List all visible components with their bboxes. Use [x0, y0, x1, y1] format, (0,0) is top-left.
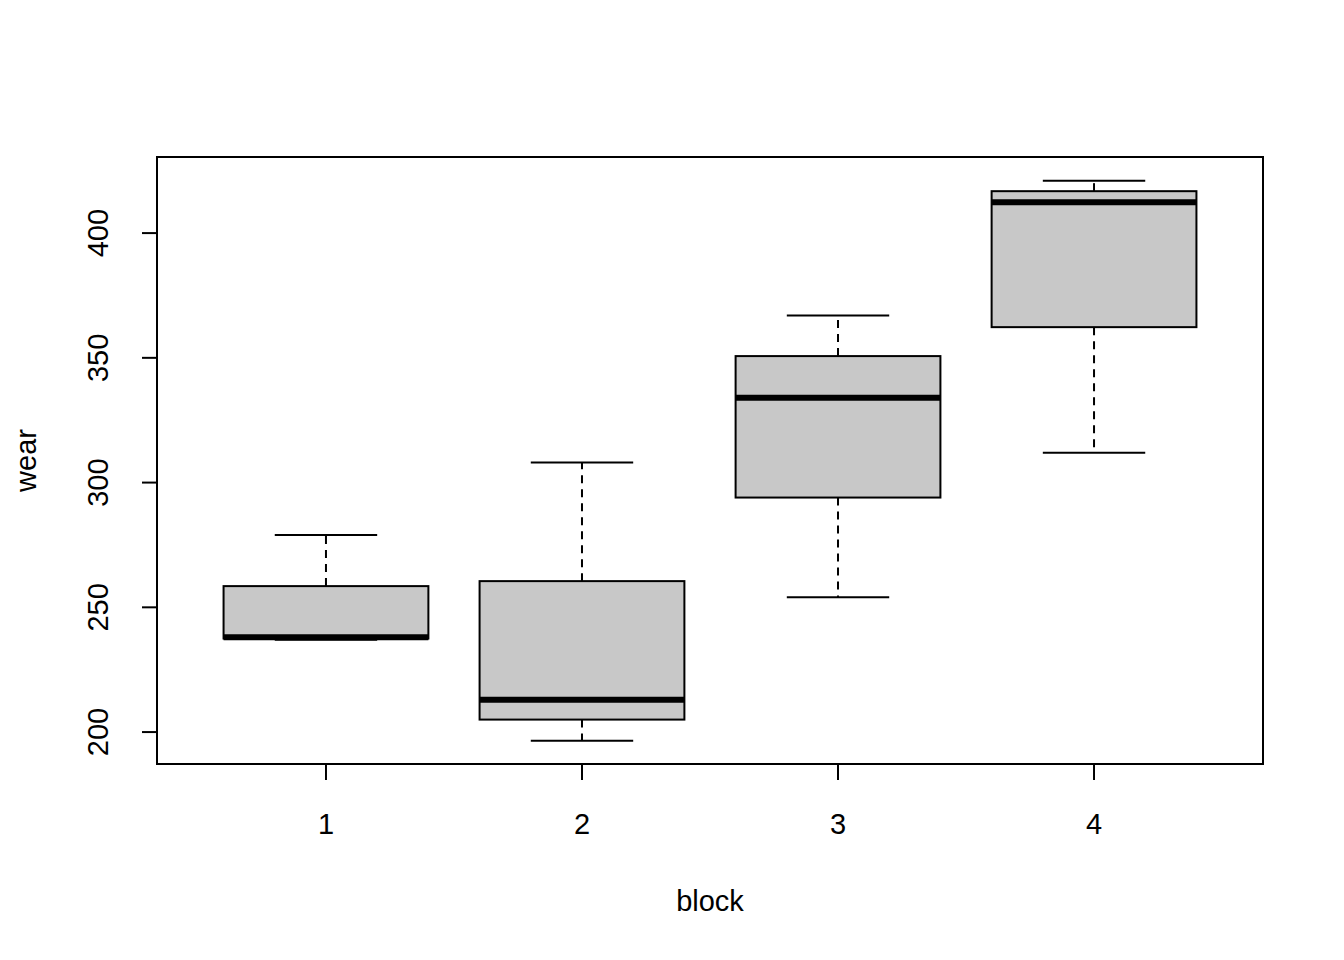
min-cap	[787, 596, 889, 598]
max-cap	[1043, 180, 1145, 182]
x-tick	[581, 764, 583, 780]
y-tick	[142, 482, 157, 484]
lower-whisker	[837, 498, 839, 598]
box	[224, 586, 429, 638]
y-tick	[142, 357, 157, 359]
median	[992, 199, 1197, 205]
x-tick	[837, 764, 839, 780]
max-cap	[787, 314, 889, 316]
box	[480, 581, 685, 719]
x-tick-label: 2	[574, 808, 590, 840]
lower-whisker	[581, 720, 583, 741]
box	[736, 356, 941, 497]
chart: 200 250 300 350 400 1 2 3 4 block wear	[0, 0, 1344, 960]
y-tick-label: 200	[82, 708, 114, 756]
y-tick-label: 400	[82, 209, 114, 257]
lower-whisker	[1093, 327, 1095, 452]
y-tick-label: 300	[82, 458, 114, 506]
x-tick	[325, 764, 327, 780]
upper-whisker	[1093, 181, 1095, 191]
x-tick-label: 1	[318, 808, 334, 840]
plot-area	[224, 181, 1197, 741]
median	[224, 634, 429, 640]
median	[480, 697, 685, 703]
box	[992, 191, 1197, 327]
x-tick	[1093, 764, 1095, 780]
x-axis-label: block	[676, 885, 744, 917]
median	[736, 395, 941, 401]
min-cap	[531, 740, 633, 742]
y-axis-label: wear	[10, 429, 42, 493]
upper-whisker	[837, 315, 839, 356]
max-cap	[275, 534, 377, 536]
upper-whisker	[581, 463, 583, 582]
y-tick	[142, 232, 157, 234]
min-cap	[1043, 452, 1145, 454]
x-tick-label: 4	[1086, 808, 1102, 840]
plot-frame	[157, 157, 1263, 764]
x-tick-label: 3	[830, 808, 846, 840]
chart-root: 200 250 300 350 400 1 2 3 4 block wear	[0, 0, 1344, 960]
y-tick	[142, 731, 157, 733]
upper-whisker	[325, 535, 327, 586]
y-tick-label: 350	[82, 334, 114, 382]
y-tick	[142, 606, 157, 608]
max-cap	[531, 462, 633, 464]
y-tick-label: 250	[82, 583, 114, 631]
